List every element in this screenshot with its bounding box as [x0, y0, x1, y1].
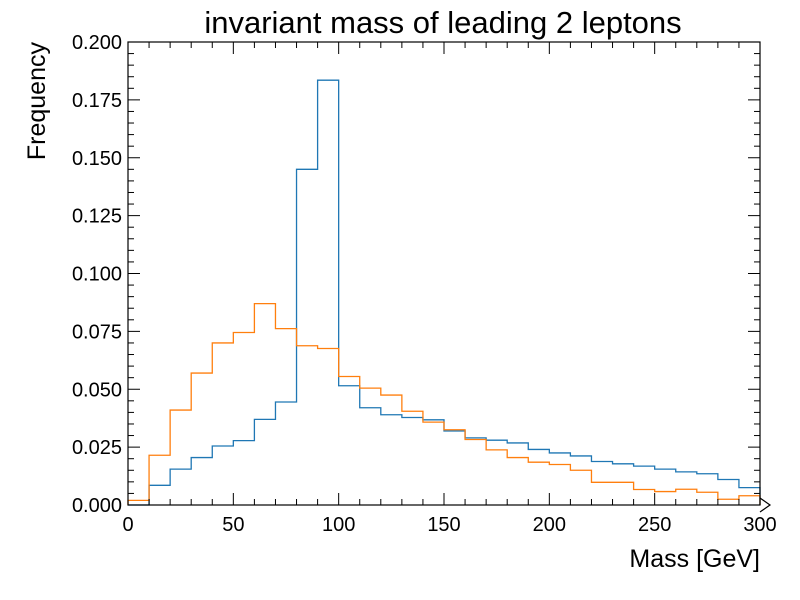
x-tick-label: 50 [222, 514, 244, 536]
y-tick-label: 0.000 [72, 495, 122, 517]
y-tick-label: 0.150 [72, 148, 122, 170]
x-axis-label: Mass [GeV] [629, 545, 760, 573]
series-layer [127, 79, 761, 506]
series-2-step-line [127, 302, 761, 505]
plot-frame [127, 41, 761, 506]
x-tick-label: 200 [533, 514, 566, 536]
x-tick-label: 250 [638, 514, 671, 536]
x-tick-label: 300 [743, 514, 776, 536]
x-axis-arrow-icon [759, 497, 772, 513]
y-tick-label: 0.025 [72, 437, 122, 459]
x-tick-label: 100 [322, 514, 355, 536]
y-axis-label: Frequency [23, 42, 51, 161]
series-1-step-line [128, 79, 761, 506]
y-tick-label: 0.175 [72, 90, 122, 112]
y-tick-label: 0.125 [72, 206, 122, 228]
y-tick-label: 0.050 [72, 379, 122, 401]
x-tick-label: 0 [122, 514, 133, 536]
x-tick-label: 150 [427, 514, 460, 536]
chart-title: invariant mass of leading 2 leptons [204, 5, 681, 40]
y-tick-label: 0.100 [72, 264, 122, 286]
y-tick-label: 0.200 [72, 32, 122, 54]
y-tick-label: 0.075 [72, 321, 122, 343]
ticks-layer: 0 50 100 150 200 250 300 0.000 0.025 0.050 0.075 0.… [72, 32, 777, 536]
